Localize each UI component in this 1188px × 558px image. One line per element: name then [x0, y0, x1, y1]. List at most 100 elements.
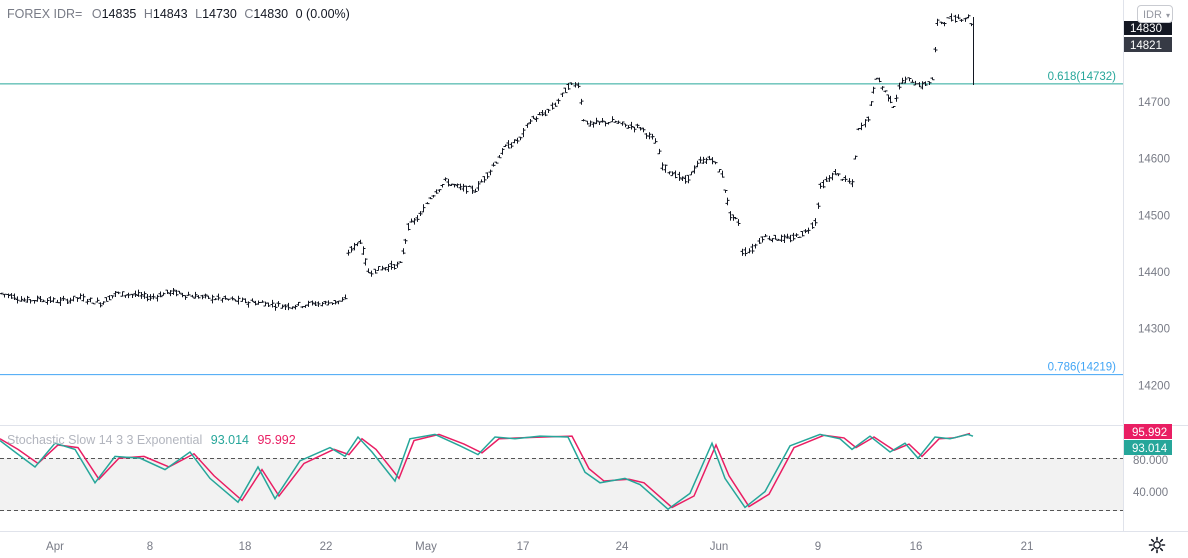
price-bar	[782, 234, 787, 243]
high-value: 14843	[152, 7, 188, 21]
ohlc-legend[interactable]: FOREX IDR= O14835 H14843 L14730 C14830 0…	[7, 7, 350, 21]
price-bar	[452, 183, 457, 188]
price-bar	[689, 171, 694, 176]
price-bar	[874, 77, 879, 80]
price-bar	[677, 171, 682, 181]
price-bar	[425, 202, 430, 205]
price-bar	[101, 301, 106, 305]
price-bar	[509, 142, 514, 149]
price-bar	[485, 172, 490, 179]
price-bar	[168, 290, 173, 297]
price-bar	[203, 293, 208, 299]
price-bar	[81, 293, 86, 302]
price-bar	[431, 194, 436, 198]
price-bar	[210, 294, 215, 304]
price-bar	[91, 302, 96, 305]
price-bar	[316, 301, 321, 307]
stoch-band-fill	[0, 458, 1123, 511]
price-bar	[717, 168, 722, 173]
price-bar	[785, 233, 790, 239]
price-bar	[116, 291, 121, 295]
price-bar	[620, 121, 625, 126]
high-label: H	[143, 7, 153, 21]
price-bar	[333, 299, 338, 305]
price-bar	[900, 77, 905, 84]
price-bar	[464, 185, 469, 194]
time-tick-label: May	[415, 541, 437, 553]
price-bar	[151, 293, 156, 300]
price-bar	[816, 202, 821, 209]
time-tick-label: Jun	[710, 541, 729, 553]
price-bar	[98, 302, 103, 308]
price-bar	[491, 162, 496, 167]
price-bar	[788, 234, 793, 243]
price-bar	[695, 160, 700, 168]
price-bar	[773, 234, 778, 240]
last-price-badge	[1124, 21, 1172, 35]
price-bar	[927, 81, 932, 86]
price-bar	[343, 294, 348, 300]
stoch-d-badge-text: 95.992	[1132, 427, 1167, 439]
price-bar	[470, 185, 475, 194]
time-axis[interactable]: Apr 8 18 22 May 17 24 Jun 9 16 21	[46, 541, 1033, 553]
price-bar	[500, 148, 505, 155]
price-bar	[15, 296, 20, 304]
price-bar	[200, 294, 205, 300]
price-bar	[585, 120, 590, 125]
price-bar	[740, 248, 745, 256]
price-tick-label: 14500	[1138, 210, 1170, 222]
price-bar	[818, 182, 823, 189]
price-axis[interactable]: 14800147001460014500144001430014200	[1138, 40, 1170, 392]
price-bar	[791, 232, 796, 241]
price-bar	[698, 156, 703, 164]
price-bar	[594, 117, 599, 125]
price-bar	[183, 295, 188, 300]
price-bar	[276, 301, 281, 307]
price-bar	[488, 169, 493, 176]
price-bar	[280, 304, 285, 309]
price-bar	[632, 126, 637, 133]
price-bar	[591, 121, 596, 128]
stoch-label[interactable]: Stochastic Slow 14 3 3 Exponential	[7, 433, 203, 447]
chevron-down-icon: ▾	[1166, 11, 1171, 20]
price-bar	[51, 297, 56, 303]
time-tick-label: 9	[815, 541, 821, 553]
price-bar	[763, 233, 768, 238]
price-bar	[913, 80, 918, 86]
fib-618-label: 0.618(14732)	[1048, 71, 1117, 83]
price-bar	[25, 295, 30, 303]
stoch-legend[interactable]: Stochastic Slow 14 3 3 Exponential 93.01…	[7, 433, 296, 447]
gear-icon[interactable]	[1148, 536, 1166, 554]
price-bar	[223, 295, 228, 300]
price-bar	[75, 297, 80, 302]
price-bar	[270, 299, 275, 308]
symbol-name[interactable]: FOREX IDR=	[7, 7, 83, 21]
time-tick-label: 8	[147, 541, 153, 553]
price-bar	[588, 120, 593, 127]
price-bar	[473, 188, 478, 193]
price-bar	[148, 294, 153, 301]
currency-button[interactable]: IDR ▾	[1137, 5, 1173, 23]
time-tick-label: 17	[517, 541, 530, 553]
price-bar	[888, 95, 893, 104]
price-bar	[158, 291, 163, 298]
price-bar	[110, 295, 115, 299]
price-bar	[12, 293, 17, 300]
price-tick-label: 14200	[1138, 380, 1170, 392]
price-bar	[956, 14, 961, 20]
price-bar	[907, 77, 912, 82]
stoch-d-badge	[1124, 424, 1172, 439]
price-bar	[710, 157, 715, 165]
price-bar	[616, 120, 621, 124]
price-bar	[638, 126, 643, 131]
price-bar	[704, 157, 709, 164]
price-bar	[323, 300, 328, 305]
price-bar	[220, 297, 225, 303]
price-bar	[19, 296, 24, 302]
price-bar	[326, 300, 331, 306]
price-bar	[346, 249, 351, 256]
price-bar	[537, 112, 542, 116]
price-bar	[635, 123, 640, 129]
price-bar	[243, 298, 248, 304]
